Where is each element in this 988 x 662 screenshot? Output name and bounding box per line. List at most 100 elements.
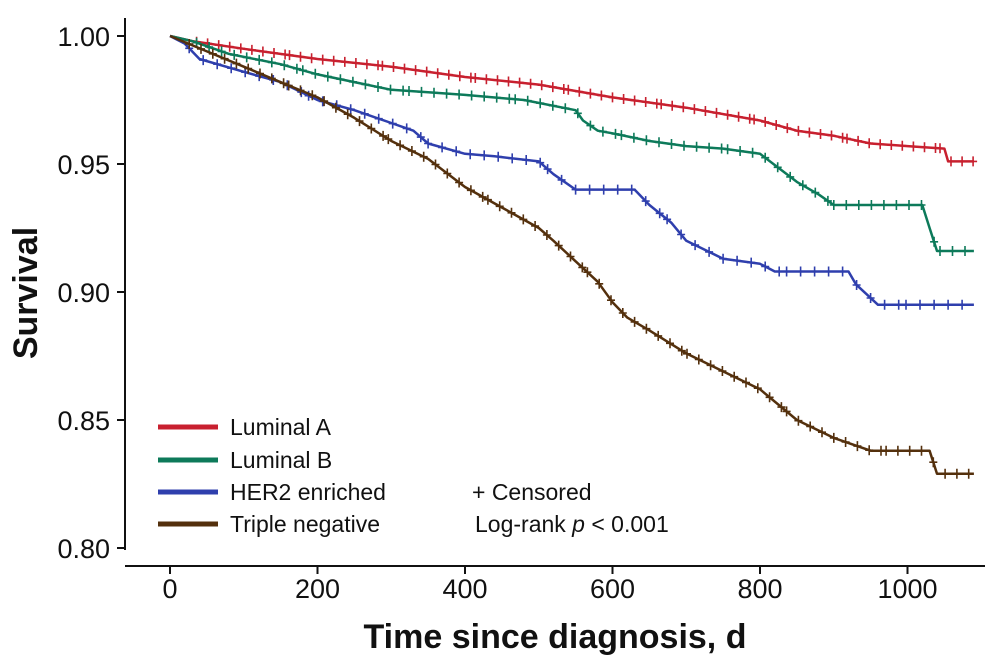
y-tick-label: 0.90	[57, 278, 110, 308]
censor-mark	[431, 159, 440, 170]
censor-mark	[360, 108, 369, 119]
censor-mark	[843, 133, 851, 144]
censor-mark	[853, 441, 862, 452]
y-tick-label: 0.95	[57, 150, 110, 180]
censor-mark	[617, 130, 626, 141]
censor-mark	[185, 39, 194, 49]
censor-mark	[917, 200, 926, 210]
censor-mark	[586, 88, 595, 99]
censor-mark	[575, 86, 584, 97]
censor-mark	[270, 48, 278, 58]
censor-mark	[480, 91, 489, 102]
censor-mark	[284, 80, 293, 91]
censor-mark	[936, 246, 944, 256]
censor-mark	[611, 128, 620, 139]
censor-mark	[683, 348, 691, 359]
censor-mark	[258, 46, 267, 57]
series-line-her2-enriched	[169, 34, 974, 307]
censor-mark	[311, 68, 320, 79]
series-luminal-a	[169, 34, 978, 167]
censor-mark	[892, 200, 901, 210]
censor-mark	[519, 214, 528, 225]
censor-mark	[564, 84, 573, 95]
censor-mark	[607, 295, 615, 306]
censor-mark	[677, 345, 686, 356]
censor-mark	[761, 116, 770, 127]
censor-mark	[214, 40, 223, 51]
censor-mark	[854, 200, 863, 210]
censor-mark	[378, 60, 387, 71]
censor-mark	[396, 140, 405, 151]
x-tick-label: 0	[162, 574, 177, 604]
censor-mark	[641, 196, 650, 207]
censor-mark	[566, 251, 575, 262]
censor-mark	[340, 56, 349, 67]
censor-mark	[941, 468, 950, 479]
censor-mark	[230, 49, 239, 60]
censor-mark	[893, 445, 902, 456]
censor-mark	[798, 180, 807, 191]
censor-mark	[507, 207, 516, 218]
censor-mark	[433, 68, 442, 79]
censor-mark	[478, 191, 487, 202]
censor-mark	[657, 99, 666, 110]
censor-mark	[430, 87, 438, 98]
censor-mark	[466, 149, 475, 160]
censor-mark	[712, 107, 721, 118]
censor-mark	[829, 200, 838, 210]
censor-mark	[494, 151, 503, 162]
censor-mark	[232, 58, 241, 69]
censor-mark	[947, 156, 955, 167]
censor-mark	[536, 157, 545, 168]
censor-mark	[444, 69, 453, 80]
censor-mark	[329, 55, 338, 66]
censor-mark	[880, 299, 889, 310]
censor-mark	[823, 195, 832, 206]
censor-mark	[783, 123, 792, 134]
censor-mark	[930, 236, 939, 247]
censor-mark	[679, 102, 688, 113]
censor-mark	[866, 293, 875, 303]
censor-mark	[958, 156, 967, 167]
censor-mark	[522, 155, 531, 165]
censor-mark	[424, 138, 433, 149]
censor-mark	[816, 129, 825, 139]
censor-mark	[865, 445, 874, 456]
censor-mark	[578, 262, 587, 273]
censor-mark	[405, 86, 413, 96]
censor-mark	[467, 90, 476, 101]
censor-mark	[796, 266, 805, 277]
x-tick-label: 1000	[877, 574, 937, 604]
censor-mark	[742, 377, 750, 388]
censor-mark	[537, 80, 546, 91]
censor-mark	[838, 266, 847, 277]
censor-mark	[811, 187, 820, 198]
censor-mark	[805, 127, 814, 138]
legend-label-luminal-b: Luminal B	[230, 447, 332, 473]
censor-mark	[706, 360, 715, 371]
log-rank-annotation: Log-rank p < 0.001	[475, 511, 669, 537]
censor-mark	[256, 68, 264, 79]
censor-mark	[905, 200, 913, 210]
censor-mark	[379, 130, 388, 141]
censor-mark	[571, 184, 580, 195]
censor-mark	[655, 208, 664, 219]
censor-mark	[455, 177, 464, 188]
censor-mark	[331, 102, 340, 113]
censor-mark	[236, 43, 245, 54]
censor-mark	[348, 76, 357, 87]
censored-note: + Censored	[472, 479, 592, 505]
series-line-luminal-b	[169, 34, 974, 253]
censor-mark	[952, 468, 961, 479]
censor-mark	[772, 120, 781, 130]
censor-mark	[902, 299, 910, 310]
censor-mark	[227, 63, 236, 74]
censor-mark	[761, 261, 770, 272]
censor-mark	[599, 184, 608, 195]
censor-mark	[586, 120, 595, 131]
censor-mark	[948, 246, 957, 256]
censor-mark	[244, 63, 253, 74]
censor-mark	[554, 240, 563, 251]
censor-mark	[307, 53, 316, 64]
censor-mark	[733, 255, 742, 266]
